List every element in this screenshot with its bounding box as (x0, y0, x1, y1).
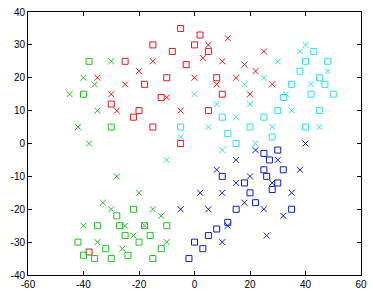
svg-text:-30: -30 (11, 237, 26, 248)
svg-text:40: 40 (300, 279, 312, 290)
svg-text:40: 40 (14, 7, 26, 18)
svg-text:20: 20 (14, 72, 26, 83)
svg-text:-20: -20 (132, 279, 147, 290)
svg-text:60: 60 (355, 279, 367, 290)
svg-text:-60: -60 (21, 279, 36, 290)
svg-text:20: 20 (244, 279, 256, 290)
svg-text:-40: -40 (76, 279, 91, 290)
svg-text:30: 30 (14, 39, 26, 50)
svg-text:0: 0 (192, 279, 198, 290)
svg-text:10: 10 (14, 105, 26, 116)
svg-text:-40: -40 (11, 270, 26, 281)
svg-text:-10: -10 (11, 171, 26, 182)
svg-text:-20: -20 (11, 204, 26, 215)
svg-text:0: 0 (19, 138, 25, 149)
